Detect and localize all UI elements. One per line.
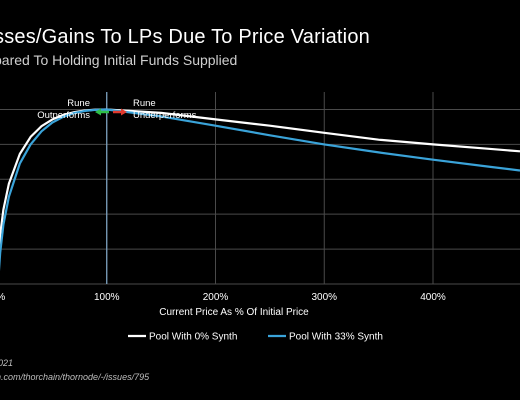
annotation-underperforms: Rune Underperforms bbox=[133, 98, 197, 121]
series-layer bbox=[0, 108, 520, 272]
x-tick-label: 0% bbox=[0, 292, 5, 303]
annotation-outperforms-line2: Outperforms bbox=[37, 110, 90, 121]
annotation-underperforms-line2: Underperforms bbox=[133, 110, 197, 121]
annotation-outperforms: Rune Outperforms bbox=[37, 98, 90, 121]
x-tick-label: 100% bbox=[94, 292, 120, 303]
legend-label: Pool With 0% Synth bbox=[149, 332, 237, 343]
legend: Pool With 0% Synth Pool With 33% Synth bbox=[128, 332, 383, 343]
green-left-arrow-icon bbox=[95, 108, 109, 116]
legend-label: Pool With 33% Synth bbox=[289, 332, 383, 343]
series-line-pool-0-synth bbox=[0, 108, 520, 264]
series-line-pool-33-synth bbox=[0, 108, 520, 272]
x-tick-label: 400% bbox=[420, 292, 446, 303]
footer-source-link: n.com/thorchain/thornode/-/issues/795 bbox=[0, 372, 150, 382]
x-axis-ticks: 0% 100% 200% 300% 400% bbox=[0, 292, 446, 303]
chart-subtitle: pared To Holding Initial Funds Supplied bbox=[0, 52, 238, 68]
x-axis-label: Current Price As % Of Initial Price bbox=[159, 307, 309, 318]
annotation-outperforms-line1: Rune bbox=[67, 98, 90, 109]
chart-title: sses/Gains To LPs Due To Price Variation bbox=[0, 26, 370, 48]
red-right-arrow-icon bbox=[113, 108, 127, 116]
annotation-underperforms-line1: Rune bbox=[133, 98, 156, 109]
footer-date: 021 bbox=[0, 358, 14, 368]
x-tick-label: 300% bbox=[311, 292, 337, 303]
x-tick-label: 200% bbox=[203, 292, 229, 303]
